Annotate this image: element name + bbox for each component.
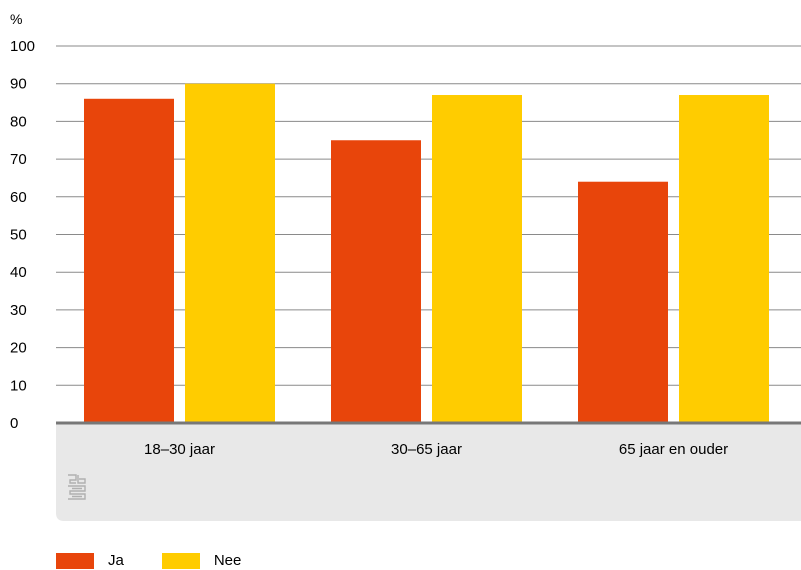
y-tick-label: 0: [10, 415, 18, 432]
y-tick-label: 10: [10, 377, 27, 394]
legend: Ja Nee: [56, 552, 279, 569]
y-tick-label: 100: [10, 38, 35, 55]
x-category-label: 65 jaar en ouder: [619, 441, 728, 458]
bar-chart: % 0 10 20 30 40 50 60 70 80 90 100 18–30 jaar 30–65…: [10, 11, 801, 521]
bar-nee-1: [185, 83, 275, 423]
category-band: [56, 423, 801, 521]
y-tick-label: 90: [10, 76, 27, 93]
bar-ja-2: [331, 140, 421, 423]
y-tick-label: 60: [10, 189, 27, 206]
y-tick-label: 20: [10, 340, 27, 357]
legend-item-ja: Ja: [56, 552, 124, 569]
y-tick-label: 70: [10, 151, 27, 168]
y-tick-label: 80: [10, 113, 27, 130]
bar-ja-1: [84, 98, 174, 423]
y-tick-label: 30: [10, 302, 27, 319]
bar-nee-3: [679, 95, 769, 423]
legend-swatch-ja: [56, 552, 94, 569]
legend-item-nee: Nee: [161, 552, 242, 569]
bar-ja-3: [578, 181, 668, 423]
y-tick-label: 50: [10, 227, 27, 244]
x-category-label: 18–30 jaar: [144, 441, 215, 458]
legend-label-nee: Nee: [213, 552, 242, 569]
y-axis-unit: %: [10, 11, 22, 27]
cbs-logo: [68, 474, 86, 500]
x-category-label: 30–65 jaar: [391, 441, 462, 458]
legend-label-ja: Ja: [108, 552, 124, 569]
bar-nee-2: [432, 95, 522, 423]
legend-swatch-nee: [161, 552, 200, 569]
y-tick-label: 40: [10, 264, 27, 281]
